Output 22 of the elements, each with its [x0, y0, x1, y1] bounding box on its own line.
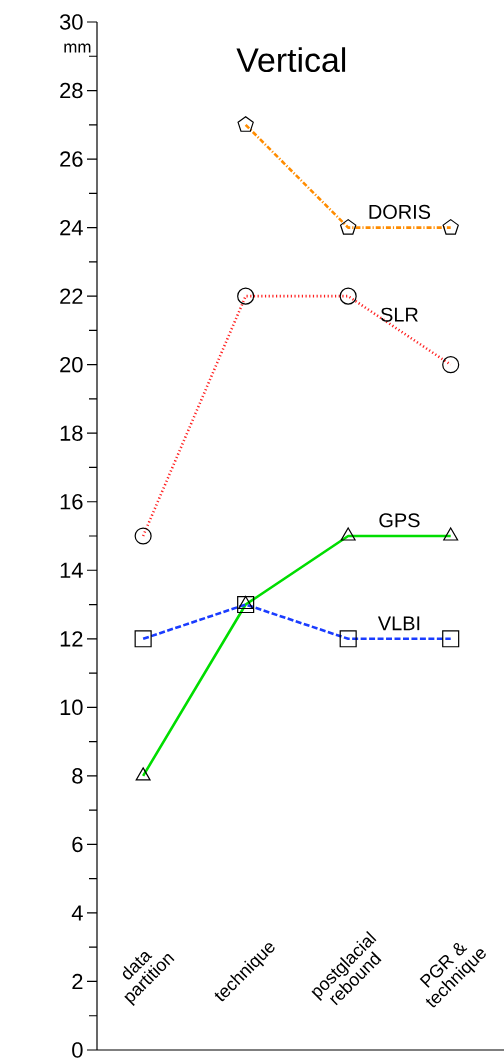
y-tick-label: 12	[60, 631, 83, 647]
y-tick-label: 22	[60, 288, 83, 304]
y-tick-label: 4	[71, 905, 83, 921]
series-label: DORIS	[369, 204, 431, 219]
series-label: SLR	[380, 307, 418, 322]
text: Vertical	[236, 47, 346, 73]
y-tick-label: 0	[72, 1042, 83, 1058]
series-label: GPS	[379, 513, 420, 528]
y-tick-label: 18	[60, 425, 83, 441]
y-tick-label: 10	[60, 699, 83, 716]
y-tick-label: 8	[72, 768, 83, 784]
y-tick-label: 30	[59, 14, 83, 30]
y-tick-label: 24	[60, 219, 83, 236]
y-axis-title: mm	[64, 43, 91, 53]
y-tick-label: 2	[72, 973, 83, 990]
y-tick-label: 26	[60, 151, 83, 167]
y-tick-label: 28	[60, 82, 83, 99]
series-label: VLBI	[377, 616, 420, 631]
y-tick-label: 16	[60, 493, 83, 510]
y-tick-label: 14	[60, 562, 83, 578]
y-tick-label: 20	[60, 356, 83, 373]
y-tick-label: 6	[72, 836, 83, 853]
